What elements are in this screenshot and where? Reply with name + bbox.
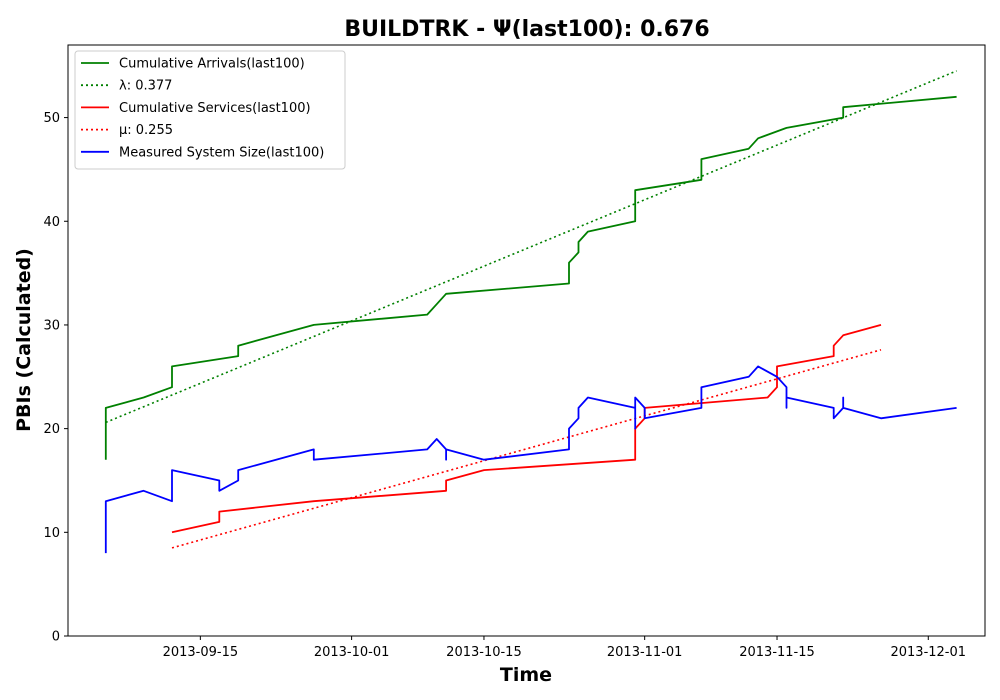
chart-title: BUILDTRK - Ψ(last100): 0.676	[344, 17, 709, 42]
x-tick-label: 2013-12-01	[890, 645, 966, 660]
legend-label: Cumulative Services(last100)	[119, 101, 311, 116]
series-line-cumulative-arrivals-last100	[104, 95, 957, 460]
plot-frame	[67, 44, 986, 637]
y-tick-label: 50	[43, 111, 60, 126]
legend-label: Cumulative Arrivals(last100)	[119, 57, 305, 72]
y-tick-label: 40	[43, 215, 60, 230]
y-axis-ticks: 0 10 20 30 40 50	[43, 111, 68, 645]
y-tick-label: 0	[52, 630, 60, 645]
x-tick-label: 2013-09-15	[163, 645, 239, 660]
series-line-0-377	[105, 70, 957, 424]
y-tick-label: 10	[43, 526, 60, 541]
x-tick-label: 2013-10-15	[446, 645, 522, 660]
legend: Cumulative Arrivals(last100) λ: 0.377 Cumu…	[74, 50, 346, 170]
x-tick-label: 2013-10-01	[314, 645, 390, 660]
x-axis-ticks: 2013-09-15 2013-10-01 2013-10-15 2013-11-01…	[163, 636, 966, 660]
y-tick-label: 30	[43, 318, 60, 333]
y-tick-label: 20	[43, 422, 60, 437]
series-line-measured-system-size-last100	[104, 365, 957, 554]
y-axis-label: PBIs (Calculated)	[13, 248, 35, 432]
legend-box	[74, 50, 346, 170]
legend-label: λ: 0.377	[119, 79, 172, 94]
legend-label: Measured System Size(last100)	[119, 145, 324, 160]
legend-label: μ: 0.255	[119, 123, 173, 138]
x-tick-label: 2013-11-01	[607, 645, 683, 660]
x-tick-label: 2013-11-15	[739, 645, 815, 660]
series-layer	[104, 70, 957, 554]
x-axis-label: Time	[500, 664, 552, 686]
